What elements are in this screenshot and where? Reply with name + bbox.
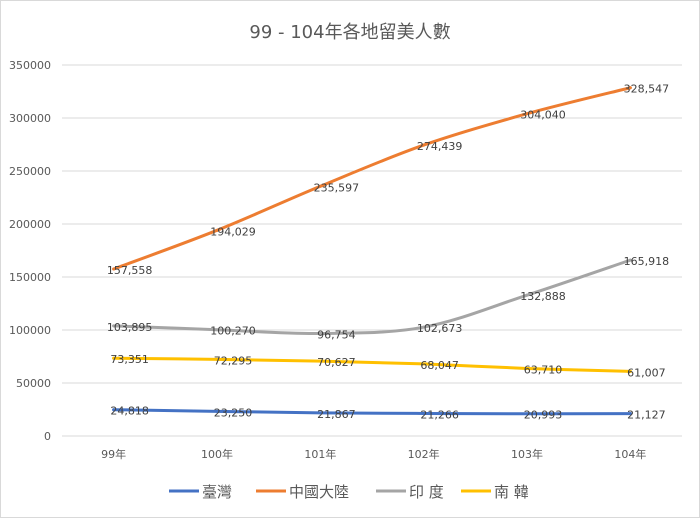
data-point [215, 328, 219, 332]
data-label: 73,351 [110, 353, 149, 366]
data-point [628, 369, 632, 373]
data-point [628, 412, 632, 416]
data-label: 21,867 [317, 408, 356, 421]
x-tick-label: 99年 [101, 447, 126, 461]
data-label: 274,439 [417, 140, 463, 153]
data-point [422, 362, 426, 366]
data-point [422, 411, 426, 415]
y-tick-label: 200000 [9, 218, 51, 231]
y-tick-label: 300000 [9, 112, 51, 125]
x-tick-label: 104年 [614, 447, 646, 461]
series-line-3 [112, 356, 632, 373]
data-label: 72,295 [214, 354, 253, 367]
legend-label: 臺灣 [202, 483, 232, 501]
data-label: 132,888 [520, 290, 566, 303]
x-tick-label: 101年 [304, 447, 336, 461]
data-label: 21,127 [627, 409, 666, 422]
y-tick-label: 350000 [9, 59, 51, 72]
data-label: 235,597 [314, 181, 360, 194]
y-tick-label: 0 [44, 430, 51, 443]
chart-title: 99 - 104年各地留美人數 [249, 22, 450, 43]
data-label: 194,029 [210, 225, 256, 238]
data-label: 61,007 [627, 366, 666, 379]
data-point [112, 408, 116, 412]
data-label: 20,993 [524, 409, 563, 422]
legend-label: 中國大陸 [289, 483, 349, 501]
data-label: 24,818 [110, 405, 149, 418]
data-label: 103,895 [107, 321, 153, 334]
data-label: 328,547 [624, 83, 670, 96]
data-point [628, 86, 632, 90]
data-label: 102,673 [417, 322, 463, 335]
data-point [525, 293, 529, 297]
series-line-1 [112, 86, 632, 271]
x-tick-label: 103年 [511, 447, 543, 461]
data-point [215, 357, 219, 361]
data-point [525, 112, 529, 116]
data-label: 100,270 [210, 325, 256, 338]
data-label: 63,710 [524, 363, 563, 376]
data-point [525, 366, 529, 370]
data-point [525, 412, 529, 416]
data-label: 165,918 [624, 255, 670, 268]
x-tick-label: 102年 [408, 447, 440, 461]
y-tick-label: 100000 [9, 324, 51, 337]
data-point [215, 409, 219, 413]
data-point [318, 411, 322, 415]
series-line-0 [112, 408, 632, 416]
y-tick-label: 150000 [9, 271, 51, 284]
data-label: 21,266 [420, 408, 459, 421]
y-tick-label: 250000 [9, 165, 51, 178]
data-point [215, 228, 219, 232]
data-point [628, 258, 632, 262]
legend-label: 南 韓 [494, 483, 529, 501]
data-point [318, 359, 322, 363]
data-point [112, 267, 116, 271]
data-point [422, 143, 426, 147]
data-label: 96,754 [317, 328, 356, 341]
data-label: 70,627 [317, 356, 356, 369]
data-label: 304,040 [520, 109, 566, 122]
x-tick-label: 100年 [201, 447, 233, 461]
data-point [112, 356, 116, 360]
data-point [318, 331, 322, 335]
data-point [422, 325, 426, 329]
data-label: 157,558 [107, 264, 153, 277]
data-point [318, 184, 322, 188]
series-line-2 [112, 258, 632, 335]
legend-label: 印 度 [409, 483, 444, 501]
data-label: 68,047 [420, 359, 459, 372]
data-label: 23,250 [214, 406, 253, 419]
y-tick-label: 50000 [16, 377, 51, 390]
data-point [112, 324, 116, 328]
